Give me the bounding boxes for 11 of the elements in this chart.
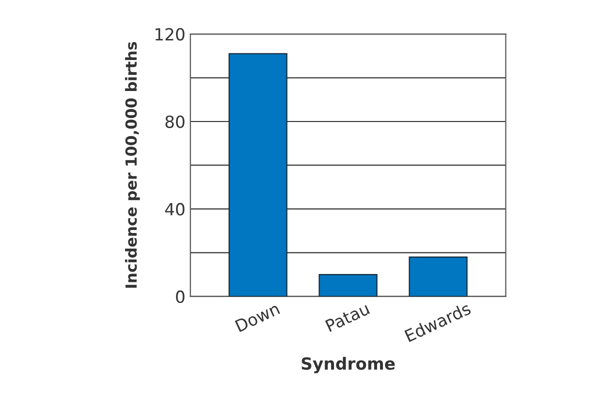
bar [318, 274, 378, 296]
x-tick-label: Down [234, 302, 280, 332]
y-tick-label: 0 [176, 290, 184, 303]
y-tick-label: 120 [156, 28, 184, 41]
x-axis-title: Syndrome [302, 356, 395, 374]
y-tick-label: 40 [165, 202, 184, 216]
y-axis-title: Incidence per 100,000 births [125, 42, 140, 288]
x-tick-label: Patau [325, 302, 370, 332]
y-tick-label: 80 [165, 115, 184, 128]
bar [228, 53, 288, 296]
bar [408, 256, 468, 296]
